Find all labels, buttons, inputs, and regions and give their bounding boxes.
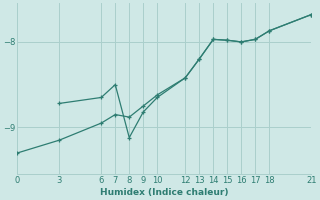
X-axis label: Humidex (Indice chaleur): Humidex (Indice chaleur) xyxy=(100,188,228,197)
